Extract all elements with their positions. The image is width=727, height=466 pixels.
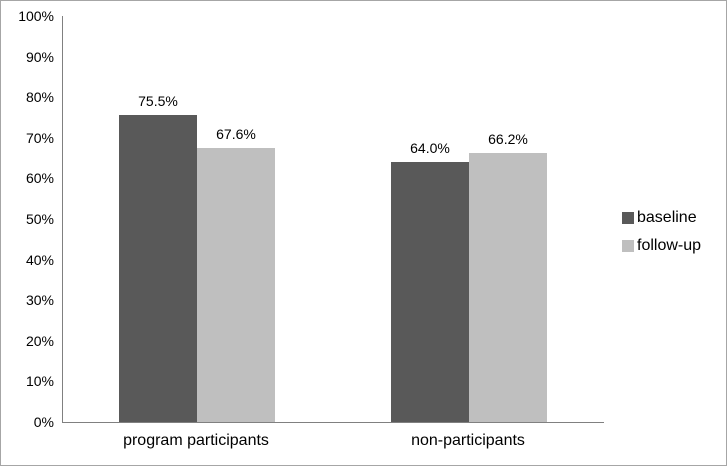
bar-value-label: 66.2%	[488, 131, 528, 148]
bar-follow-up-1	[197, 147, 275, 422]
bar-value-label: 64.0%	[410, 140, 450, 157]
legend-series-label: follow-up	[637, 237, 702, 254]
category-label: non-participants	[411, 432, 525, 449]
bar-baseline-1	[119, 115, 197, 422]
y-tick-label: 10%	[25, 373, 54, 390]
legend-swatch-baseline	[622, 211, 634, 224]
y-tick-label: 60%	[25, 170, 54, 187]
bar-value-label: 75.5%	[138, 93, 178, 110]
legend-series-label: baseline	[637, 209, 697, 226]
bar-follow-up-2	[469, 153, 547, 422]
y-tick-label: 80%	[25, 89, 54, 106]
legend-item-baseline: baseline	[622, 208, 701, 227]
y-tick-label: 0%	[33, 414, 54, 430]
y-tick-label: 90%	[25, 48, 54, 65]
category-label: program participants	[123, 432, 269, 449]
legend-swatch-follow-up	[622, 239, 634, 252]
y-tick-label: 40%	[25, 251, 54, 268]
plot-area: 75.5% 67.6% 64.0% 66.2%	[62, 16, 604, 423]
y-tick-label: 100%	[18, 8, 54, 24]
y-tick-label: 50%	[25, 211, 54, 227]
bar-value-label: 67.6%	[216, 125, 256, 142]
y-tick-label: 70%	[25, 129, 54, 146]
bar-baseline-2	[391, 162, 469, 422]
legend: baseline follow-up	[622, 208, 701, 264]
y-tick-label: 20%	[25, 332, 54, 349]
y-tick-label: 30%	[25, 292, 54, 309]
legend-item-follow-up: follow-up	[622, 236, 701, 255]
